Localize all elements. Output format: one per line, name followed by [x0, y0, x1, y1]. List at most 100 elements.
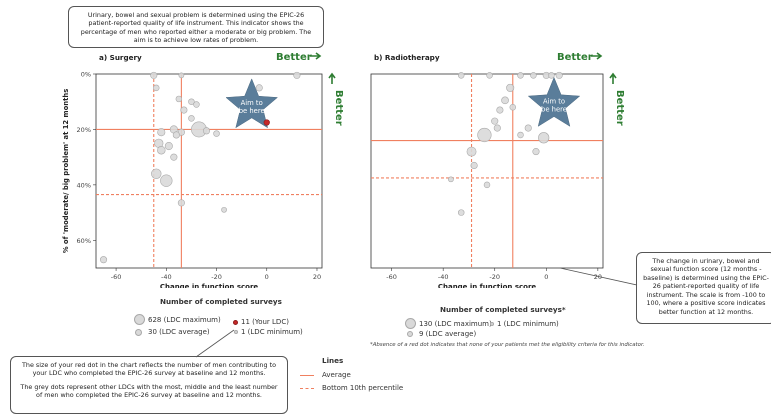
- ldc-point: [491, 117, 499, 125]
- ldc-point: [470, 161, 478, 170]
- ldc-point: [153, 84, 160, 92]
- radio-legend-title: Number of completed surveys*: [440, 305, 566, 314]
- aim-label-line2: be here: [541, 105, 567, 113]
- y-tick-label: 40%: [77, 181, 91, 189]
- ldc-point: [517, 131, 524, 139]
- score-callout-text: The change in urinary, bowel and sexual …: [643, 257, 769, 316]
- ldc-point: [175, 95, 183, 103]
- y-tick-label: 0%: [81, 71, 91, 79]
- x-axis-label: Change in function score: [438, 283, 537, 288]
- x-tick-label: -20: [211, 273, 222, 281]
- average-line-swatch: [300, 374, 314, 376]
- bottom-callout-pointer: [195, 329, 235, 358]
- lines-legend-average: Average: [300, 371, 403, 379]
- y-axis-label: % of 'moderate/ big problem' at 12 month…: [62, 89, 70, 254]
- intro-callout-text: Urinary, bowel and sexual problem is det…: [80, 11, 312, 45]
- ldc-point: [177, 199, 185, 207]
- better-x-label: Better: [557, 52, 593, 63]
- ldc-point: [483, 181, 491, 189]
- surgery-legend-max-label: 628 (LDC maximum): [148, 315, 221, 324]
- radio-legend-min-label: 1 (LDC minimum): [497, 320, 559, 328]
- y-tick-label: 60%: [77, 237, 91, 245]
- legend-dot-min: [234, 330, 238, 334]
- ldc-point: [457, 209, 465, 216]
- surgery-legend-yours: 11 (Your LDC): [233, 318, 289, 326]
- ldc-point: [532, 148, 540, 156]
- chart-title: a) Surgery: [99, 53, 142, 62]
- ldc-point: [496, 106, 504, 114]
- legend-dot-your-ldc: [233, 319, 238, 325]
- ldc-point: [172, 131, 180, 139]
- x-tick-label: -40: [438, 273, 449, 281]
- right-callout-pointer: [559, 267, 638, 286]
- x-tick-label: 0: [544, 273, 548, 281]
- dot-size-callout: The size of your red dot in the chart re…: [10, 356, 288, 414]
- dot-size-callout-text-2: The grey dots represent other LDCs with …: [20, 382, 278, 400]
- radio-legend-avg-label: 9 (LDC average): [419, 330, 477, 338]
- aim-star-icon: [527, 76, 581, 127]
- surgery-legend-yours-label: 11 (Your LDC): [241, 318, 289, 326]
- surgery-legend-min-label: 1 (LDC minimum): [241, 328, 303, 336]
- ldc-point: [466, 146, 477, 157]
- radio-legend-dot-avg: [407, 331, 413, 337]
- ldc-point: [202, 127, 211, 135]
- ldc-point: [170, 153, 178, 161]
- ldc-point: [555, 71, 563, 79]
- surgery-legend-max: 628 (LDC maximum): [134, 314, 221, 325]
- radio-legend-min: 1 (LDC minimum): [490, 320, 559, 328]
- ldc-point: [493, 124, 501, 132]
- ldc-point: [151, 168, 162, 179]
- ldc-point: [178, 72, 185, 79]
- better-y-label: Better: [333, 90, 344, 126]
- lines-legend: Lines Average Bottom 10th percentile: [300, 356, 403, 397]
- ldc-point: [188, 98, 195, 105]
- bottom-line-swatch: [300, 387, 314, 389]
- x-tick-label: 20: [594, 273, 602, 281]
- ldc-point: [99, 256, 108, 264]
- ldc-point: [509, 104, 517, 111]
- ldc-point: [486, 72, 493, 79]
- chart-title: b) Radiotherapy: [374, 53, 440, 62]
- radio-legend-avg: 9 (LDC average): [407, 330, 476, 338]
- legend-dot-avg: [135, 328, 142, 336]
- ldc-point: [213, 130, 220, 137]
- radio-legend-max-label: 130 (LDC maximum): [419, 319, 492, 328]
- ldc-point: [501, 96, 509, 105]
- x-tick-label: -40: [161, 273, 172, 281]
- ldc-point: [538, 132, 550, 144]
- better-x-label: Better: [276, 52, 312, 63]
- radiotherapy-chart: b) Radiotherapy Better Better -60 -40 -20 0 20 C…: [370, 52, 625, 288]
- your-ldc-point: [263, 119, 270, 126]
- x-tick-label: 20: [313, 273, 321, 281]
- surgery-legend-min: 1 (LDC minimum): [234, 328, 303, 336]
- ldc-point: [477, 127, 492, 143]
- ldc-point: [524, 124, 532, 132]
- ldc-point: [157, 145, 166, 155]
- x-tick-label: 0: [265, 273, 269, 281]
- ldc-point: [221, 206, 227, 213]
- plot-frame: [95, 73, 323, 269]
- x-tick-label: -60: [111, 273, 122, 281]
- radio-legend-dot-max: [405, 318, 416, 329]
- x-tick-label: -60: [386, 273, 397, 281]
- x-axis-label: Change in function score: [160, 283, 259, 288]
- ldc-point: [448, 176, 454, 183]
- ldc-point: [160, 174, 173, 187]
- ldc-point: [193, 101, 200, 108]
- legend-dot-max: [134, 314, 145, 325]
- radio-legend-max: 130 (LDC maximum): [405, 318, 492, 329]
- ldc-point: [530, 72, 537, 79]
- ldc-point: [188, 115, 195, 122]
- ldc-point: [517, 72, 524, 79]
- ldc-point: [150, 71, 158, 79]
- intro-callout: Urinary, bowel and sexual problem is det…: [68, 6, 324, 48]
- ldc-point: [255, 84, 263, 92]
- radio-legend-dot-min: [490, 322, 494, 326]
- y-tick-label: 20%: [77, 126, 91, 134]
- aim-star-icon: [225, 78, 279, 129]
- lines-legend-bottom: Bottom 10th percentile: [300, 384, 403, 392]
- aim-label-line1: Aim to: [241, 99, 263, 107]
- surgery-legend-title: Number of completed surveys: [160, 297, 282, 306]
- ldc-point: [548, 72, 555, 79]
- aim-label-line2: be here: [239, 107, 265, 115]
